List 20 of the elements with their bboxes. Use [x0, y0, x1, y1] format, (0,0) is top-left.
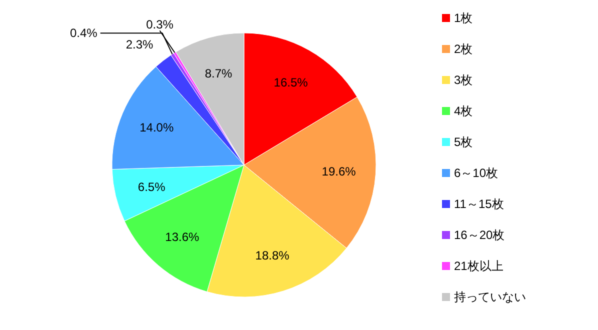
data-label: 0.3%	[146, 18, 174, 32]
legend-label: 2枚	[454, 42, 473, 56]
legend-label: 16～20枚	[454, 228, 505, 242]
data-label: 18.8%	[255, 248, 290, 263]
data-label: 16.5%	[274, 75, 308, 90]
legend-label: 4枚	[454, 104, 473, 118]
data-label: 14.0%	[140, 120, 174, 135]
data-label: 13.6%	[165, 230, 200, 244]
legend-label: 持っていない	[454, 290, 526, 304]
legend-label: 1枚	[454, 11, 473, 25]
data-label: 8.7%	[204, 66, 233, 80]
legend-label: 21枚以上	[454, 259, 504, 273]
legend-label: 11～15枚	[454, 197, 504, 211]
data-label: 6.5%	[138, 180, 166, 194]
data-label: 19.6%	[322, 164, 356, 179]
legend-label: 5枚	[454, 135, 473, 149]
legend-label: 6～10枚	[454, 166, 498, 180]
data-label: 0.4%	[70, 26, 98, 40]
legend-label: 3枚	[454, 73, 473, 87]
data-label: 2.3%	[126, 38, 154, 52]
